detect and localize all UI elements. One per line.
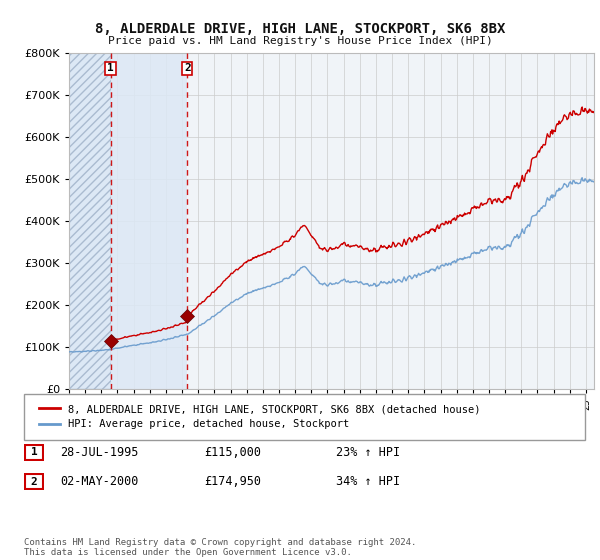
FancyBboxPatch shape — [25, 474, 43, 489]
Text: £174,950: £174,950 — [204, 475, 261, 488]
Text: 1: 1 — [107, 63, 114, 73]
FancyBboxPatch shape — [24, 394, 585, 440]
Text: 23% ↑ HPI: 23% ↑ HPI — [336, 446, 400, 459]
Text: Price paid vs. HM Land Registry's House Price Index (HPI): Price paid vs. HM Land Registry's House … — [107, 36, 493, 46]
Legend: 8, ALDERDALE DRIVE, HIGH LANE, STOCKPORT, SK6 8BX (detached house), HPI: Average: 8, ALDERDALE DRIVE, HIGH LANE, STOCKPORT… — [35, 400, 485, 433]
Bar — [110, 53, 187, 389]
Text: 34% ↑ HPI: 34% ↑ HPI — [336, 475, 400, 488]
Text: £115,000: £115,000 — [204, 446, 261, 459]
Bar — [69, 53, 110, 389]
Text: 28-JUL-1995: 28-JUL-1995 — [60, 446, 139, 459]
Text: 1: 1 — [31, 447, 37, 458]
Text: 2: 2 — [184, 63, 191, 73]
Text: 02-MAY-2000: 02-MAY-2000 — [60, 475, 139, 488]
Text: Contains HM Land Registry data © Crown copyright and database right 2024.
This d: Contains HM Land Registry data © Crown c… — [24, 538, 416, 557]
Text: 8, ALDERDALE DRIVE, HIGH LANE, STOCKPORT, SK6 8BX: 8, ALDERDALE DRIVE, HIGH LANE, STOCKPORT… — [95, 22, 505, 36]
Text: 2: 2 — [31, 477, 37, 487]
FancyBboxPatch shape — [25, 445, 43, 460]
